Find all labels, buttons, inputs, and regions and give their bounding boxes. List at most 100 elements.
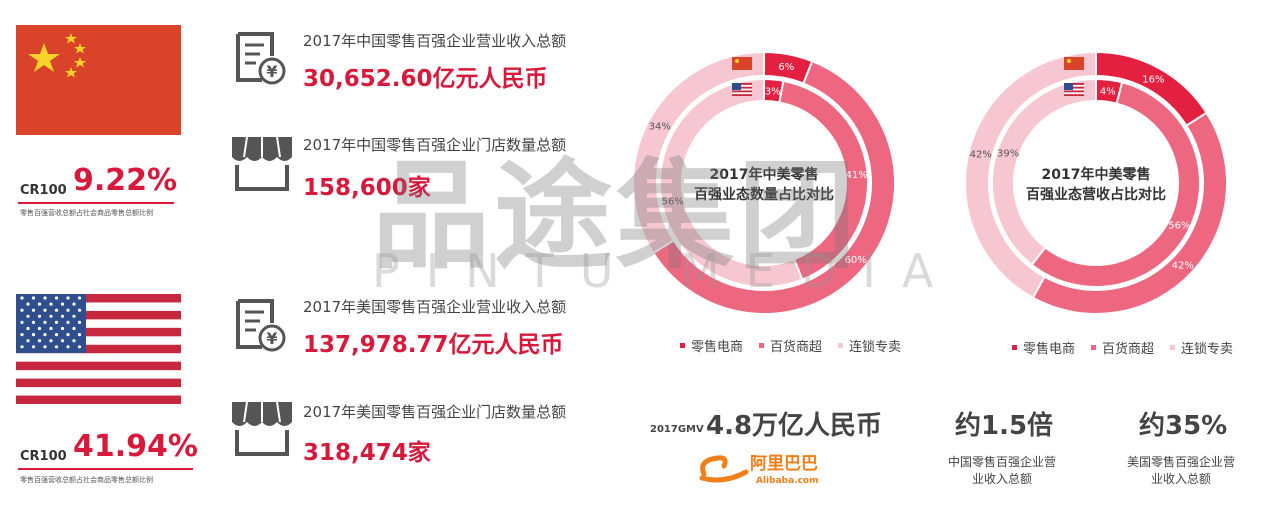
chart-title: 百强业态营收占比对比 bbox=[1026, 186, 1166, 203]
usa-flag-star bbox=[43, 320, 47, 324]
slice-label: 4% bbox=[1100, 87, 1116, 98]
usa-flag-star bbox=[60, 314, 65, 318]
legend-label: 连锁专卖 bbox=[849, 340, 902, 355]
legend-label: 百货商超 bbox=[770, 340, 823, 355]
usa-flag-star bbox=[77, 320, 82, 324]
usa-flag-star bbox=[20, 320, 24, 324]
china-stores-value: 158,600家 bbox=[303, 175, 431, 201]
legend-item: 连锁专卖 bbox=[838, 336, 901, 355]
usa-flag-stripe bbox=[16, 327, 181, 337]
usa-flag-star bbox=[49, 326, 53, 331]
usa-ring-flag-icon bbox=[732, 83, 752, 97]
legend-label: 零售电商 bbox=[691, 340, 744, 355]
usa-flag-star bbox=[77, 345, 82, 349]
storefront-icon bbox=[232, 136, 292, 191]
chart-title: 百强业态数量占比对比 bbox=[694, 186, 834, 203]
chart-title: 2017年中美零售 bbox=[710, 166, 819, 183]
legend-item: 零售电商 bbox=[1012, 338, 1075, 357]
usa-flag-star bbox=[66, 320, 70, 324]
legend-item: 连锁专卖 bbox=[1170, 338, 1233, 357]
usa-revenue-value: 137,978.77亿元人民币 bbox=[303, 332, 564, 358]
pct-caption: 美国零售百强企业营 业收入总额 bbox=[1126, 455, 1235, 486]
usa-cr-value: 41.94% bbox=[73, 429, 198, 464]
usa-flag-star bbox=[26, 339, 30, 343]
usa-flag-stripe bbox=[16, 395, 181, 404]
alibaba-cn: 阿里巴巴 bbox=[750, 454, 818, 474]
pct-value: 约35% bbox=[1139, 411, 1228, 441]
gmv-label: 2017GMV bbox=[650, 424, 704, 435]
china-cr-note: 零售百强营收总额占社会商品零售总额比例 bbox=[20, 209, 153, 217]
usa-flag-star bbox=[20, 296, 24, 300]
chart-legend-count: 零售电商 百货商超 连锁专卖 bbox=[680, 336, 901, 355]
chart-legend-revenue: 零售电商 百货商超 连锁专卖 bbox=[1012, 338, 1233, 357]
receipt-yuan-icon: ¥ bbox=[236, 32, 286, 85]
usa-flag-star bbox=[20, 345, 24, 349]
usa-flag-stripe bbox=[16, 378, 181, 388]
usa-flag-star bbox=[37, 302, 42, 306]
china-ring-flag-icon bbox=[732, 57, 752, 70]
slice-label: 56% bbox=[662, 196, 684, 207]
usa-flag-star bbox=[54, 308, 59, 312]
usa-flag-stripe bbox=[16, 310, 181, 320]
usa-stores-caption: 2017年美国零售百强企业门店数量总额 bbox=[303, 403, 567, 421]
slice-label: 56% bbox=[1168, 220, 1190, 231]
usa-flag-star bbox=[20, 333, 24, 337]
usa-flag-star bbox=[43, 333, 47, 337]
usa-flag-star bbox=[54, 296, 59, 300]
alibaba-logo: 阿里巴巴 Alibaba.com bbox=[699, 454, 818, 486]
china-cr-label: CR100 bbox=[20, 183, 67, 198]
slice-label: 60% bbox=[845, 255, 867, 266]
usa-flag-star bbox=[72, 339, 76, 343]
usa-cr-label: CR100 bbox=[20, 449, 67, 464]
chart-title: 2017年中美零售 bbox=[1042, 166, 1151, 183]
usa-flag-star bbox=[31, 296, 36, 300]
usa-flag-star bbox=[54, 333, 59, 337]
china-cr-value: 9.22% bbox=[73, 163, 178, 198]
usa-flag-star bbox=[54, 320, 59, 324]
usa-flag-star bbox=[26, 314, 30, 318]
usa-flag-star bbox=[37, 326, 42, 331]
usa-slice-2 bbox=[991, 77, 1097, 267]
usa-flag-star bbox=[77, 296, 82, 300]
usa-flag-stripe bbox=[16, 294, 181, 303]
usa-stores-value: 318,474家 bbox=[303, 440, 431, 466]
usa-flag-star bbox=[49, 314, 53, 318]
usa-flag-star bbox=[66, 333, 70, 337]
china-flag bbox=[16, 25, 181, 135]
slice-label: 34% bbox=[649, 122, 671, 133]
usa-slice-1 bbox=[1030, 81, 1201, 288]
svg-text:¥: ¥ bbox=[266, 62, 277, 81]
legend-label: 零售电商 bbox=[1023, 342, 1076, 357]
usa-flag-star bbox=[77, 333, 82, 337]
usa-flag-star bbox=[77, 308, 82, 312]
svg-text:¥: ¥ bbox=[266, 329, 277, 348]
usa-flag-star bbox=[37, 314, 42, 318]
slice-label: 3% bbox=[765, 86, 781, 97]
usa-cr-note: 零售百强营收总额占社会商品零售总额比例 bbox=[20, 476, 153, 484]
legend-item: 零售电商 bbox=[680, 336, 743, 355]
china-cr-underline bbox=[18, 202, 174, 204]
usa-flag-star bbox=[54, 345, 59, 349]
slice-label: 39% bbox=[997, 149, 1019, 160]
usa-flag-star bbox=[31, 345, 36, 349]
usa-flag-star bbox=[66, 296, 70, 300]
legend-label: 连锁专卖 bbox=[1181, 342, 1234, 357]
alibaba-en: Alibaba.com bbox=[756, 476, 818, 486]
usa-flag-stripe bbox=[16, 344, 181, 354]
ratio-caption: 中国零售百强企业营 业收入总额 bbox=[947, 455, 1056, 486]
slice-label: 42% bbox=[1172, 260, 1194, 271]
gmv-value: 4.8万亿人民币 bbox=[706, 411, 883, 441]
legend-item: 百货商超 bbox=[759, 336, 822, 355]
usa-flag-star bbox=[31, 308, 36, 312]
slice-label: 42% bbox=[970, 149, 992, 160]
china-flag-big-star bbox=[28, 43, 60, 72]
usa-flag-star bbox=[66, 308, 70, 312]
usa-flag-star bbox=[43, 296, 47, 300]
usa-flag-star bbox=[43, 345, 47, 349]
china-ring-flag-icon bbox=[1064, 57, 1084, 70]
usa-flag bbox=[16, 294, 181, 404]
ratio-value: 约1.5倍 bbox=[955, 411, 1054, 441]
usa-slice-2 bbox=[659, 77, 804, 288]
